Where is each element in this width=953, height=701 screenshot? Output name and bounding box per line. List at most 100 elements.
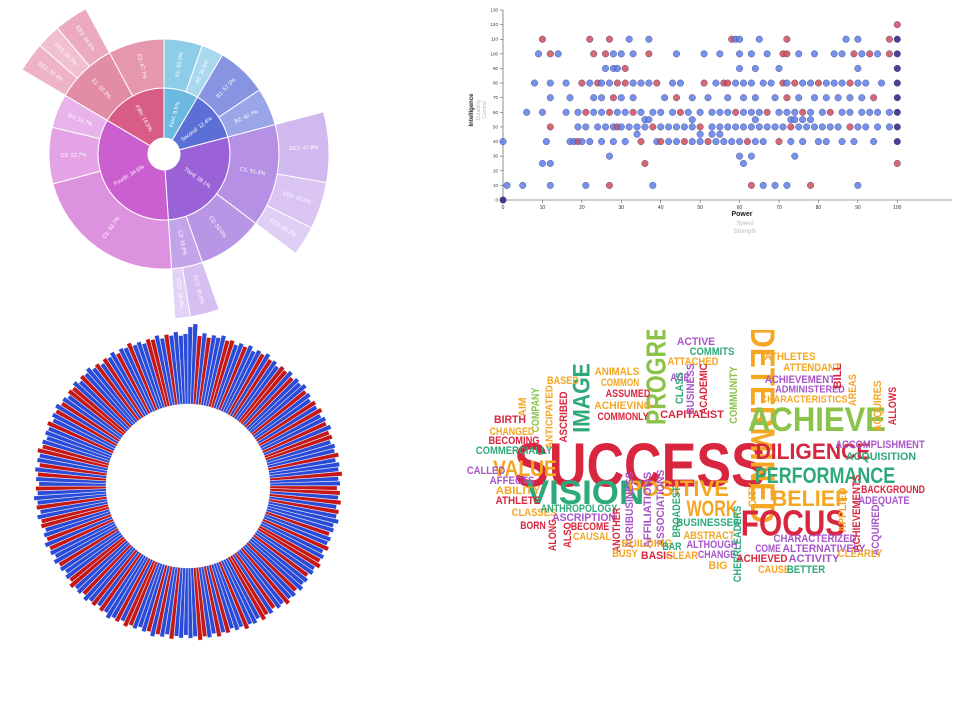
scatter-point[interactable] bbox=[519, 181, 527, 189]
radial-bar[interactable] bbox=[43, 511, 112, 538]
scatter-point[interactable] bbox=[834, 94, 842, 102]
radial-bar[interactable] bbox=[145, 338, 168, 408]
scatter-point[interactable] bbox=[586, 35, 594, 43]
scatter-point[interactable] bbox=[878, 79, 885, 87]
scatter-point[interactable] bbox=[736, 152, 744, 160]
scatter-point[interactable] bbox=[602, 123, 609, 131]
radial-bar[interactable] bbox=[35, 476, 107, 484]
scatter-point[interactable] bbox=[783, 79, 791, 87]
x-axis-option-strength[interactable]: Strength bbox=[734, 229, 757, 235]
scatter-point[interactable] bbox=[893, 65, 901, 72]
radial-bar[interactable] bbox=[94, 362, 140, 422]
scatter-point[interactable] bbox=[546, 79, 554, 87]
scatter-point[interactable] bbox=[771, 123, 779, 131]
scatter-point[interactable] bbox=[846, 94, 854, 102]
radial-bar[interactable] bbox=[238, 365, 285, 423]
scatter-point[interactable] bbox=[862, 79, 870, 87]
scatter-point[interactable] bbox=[740, 94, 747, 102]
radial-bar[interactable] bbox=[183, 567, 189, 636]
radial-bar[interactable] bbox=[36, 501, 109, 520]
scatter-point[interactable] bbox=[850, 50, 858, 58]
scatter-point[interactable] bbox=[645, 35, 653, 43]
scatter-point[interactable] bbox=[637, 138, 645, 145]
scatter-point[interactable] bbox=[645, 50, 653, 58]
radial-bar[interactable] bbox=[126, 342, 158, 411]
scatter-point[interactable] bbox=[499, 138, 507, 145]
scatter-point[interactable] bbox=[811, 123, 818, 131]
scatter-point[interactable] bbox=[747, 79, 755, 87]
radial-bar[interactable] bbox=[174, 567, 184, 637]
radial-bar[interactable] bbox=[269, 493, 342, 506]
radial-bar[interactable] bbox=[58, 527, 119, 567]
scatter-point[interactable] bbox=[629, 94, 637, 102]
scatter-point[interactable] bbox=[708, 130, 716, 138]
scatter-point[interactable] bbox=[696, 130, 704, 138]
scatter-point[interactable] bbox=[866, 50, 874, 58]
scatter-point[interactable] bbox=[538, 35, 546, 43]
radial-bar[interactable] bbox=[91, 549, 138, 607]
scatter-point[interactable] bbox=[755, 108, 763, 116]
radial-bar[interactable] bbox=[41, 439, 111, 464]
scatter-point[interactable] bbox=[830, 50, 838, 58]
radial-bar[interactable] bbox=[254, 398, 312, 440]
scatter-point[interactable] bbox=[814, 79, 822, 87]
radial-bar[interactable] bbox=[252, 392, 312, 438]
scatter-point[interactable] bbox=[893, 123, 901, 131]
scatter-point[interactable] bbox=[724, 79, 732, 87]
scatter-point[interactable] bbox=[834, 123, 842, 131]
scatter-point[interactable] bbox=[657, 138, 665, 145]
radial-bar[interactable] bbox=[164, 566, 178, 635]
radial-bar[interactable] bbox=[236, 550, 282, 610]
scatter-point[interactable] bbox=[625, 35, 633, 43]
radial-bar[interactable] bbox=[72, 380, 129, 432]
scatter-point[interactable] bbox=[594, 123, 602, 131]
scatter-point[interactable] bbox=[712, 79, 720, 87]
scatter-point[interactable] bbox=[893, 108, 901, 116]
y-axis-option-durability[interactable]: Durability bbox=[476, 99, 482, 120]
radial-bar[interactable] bbox=[40, 506, 110, 529]
radial-bar[interactable] bbox=[243, 376, 294, 429]
radial-bar[interactable] bbox=[137, 563, 163, 628]
scatter-point[interactable] bbox=[661, 94, 669, 102]
radial-bar[interactable] bbox=[252, 533, 309, 578]
radial-bar[interactable] bbox=[67, 389, 125, 436]
radial-bar[interactable] bbox=[213, 562, 240, 631]
scatter-point[interactable] bbox=[688, 123, 696, 131]
radial-bar[interactable] bbox=[266, 443, 336, 466]
radial-bar[interactable] bbox=[255, 529, 316, 571]
scatter-point[interactable] bbox=[858, 94, 866, 102]
scatter-point[interactable] bbox=[629, 50, 637, 58]
scatter-point[interactable] bbox=[783, 108, 791, 116]
scatter-point[interactable] bbox=[885, 123, 893, 131]
radial-bar[interactable] bbox=[250, 389, 308, 436]
scatter-point[interactable] bbox=[838, 138, 846, 145]
scatter-point[interactable] bbox=[807, 79, 814, 87]
scatter-point[interactable] bbox=[613, 108, 621, 116]
radial-bar[interactable] bbox=[82, 543, 133, 596]
radial-bar[interactable] bbox=[267, 448, 336, 469]
radial-bar[interactable] bbox=[149, 565, 171, 637]
radial-bar[interactable] bbox=[111, 556, 149, 619]
radial-bar[interactable] bbox=[257, 527, 322, 569]
radial-bar[interactable] bbox=[263, 424, 332, 456]
scatter-point[interactable] bbox=[724, 108, 732, 116]
scatter-point[interactable] bbox=[783, 181, 791, 189]
radial-bar[interactable] bbox=[264, 430, 330, 459]
radial-bar[interactable] bbox=[64, 534, 124, 580]
scatter-point[interactable] bbox=[590, 50, 598, 58]
radial-bar[interactable] bbox=[225, 557, 261, 620]
radial-bar[interactable] bbox=[123, 346, 156, 413]
scatter-point[interactable] bbox=[621, 138, 629, 145]
scatter-point[interactable] bbox=[854, 123, 862, 131]
radial-bar[interactable] bbox=[268, 457, 337, 474]
radial-bar[interactable] bbox=[68, 536, 126, 583]
scatter-point[interactable] bbox=[874, 50, 882, 58]
radial-bar[interactable] bbox=[61, 396, 122, 441]
scatter-point[interactable] bbox=[846, 79, 854, 87]
radial-bar[interactable] bbox=[208, 339, 230, 408]
scatter-point[interactable] bbox=[759, 181, 767, 189]
radial-bar[interactable] bbox=[39, 498, 108, 515]
radial-bar[interactable] bbox=[154, 334, 173, 407]
radial-bar[interactable] bbox=[220, 344, 254, 412]
radial-bar[interactable] bbox=[264, 434, 333, 461]
